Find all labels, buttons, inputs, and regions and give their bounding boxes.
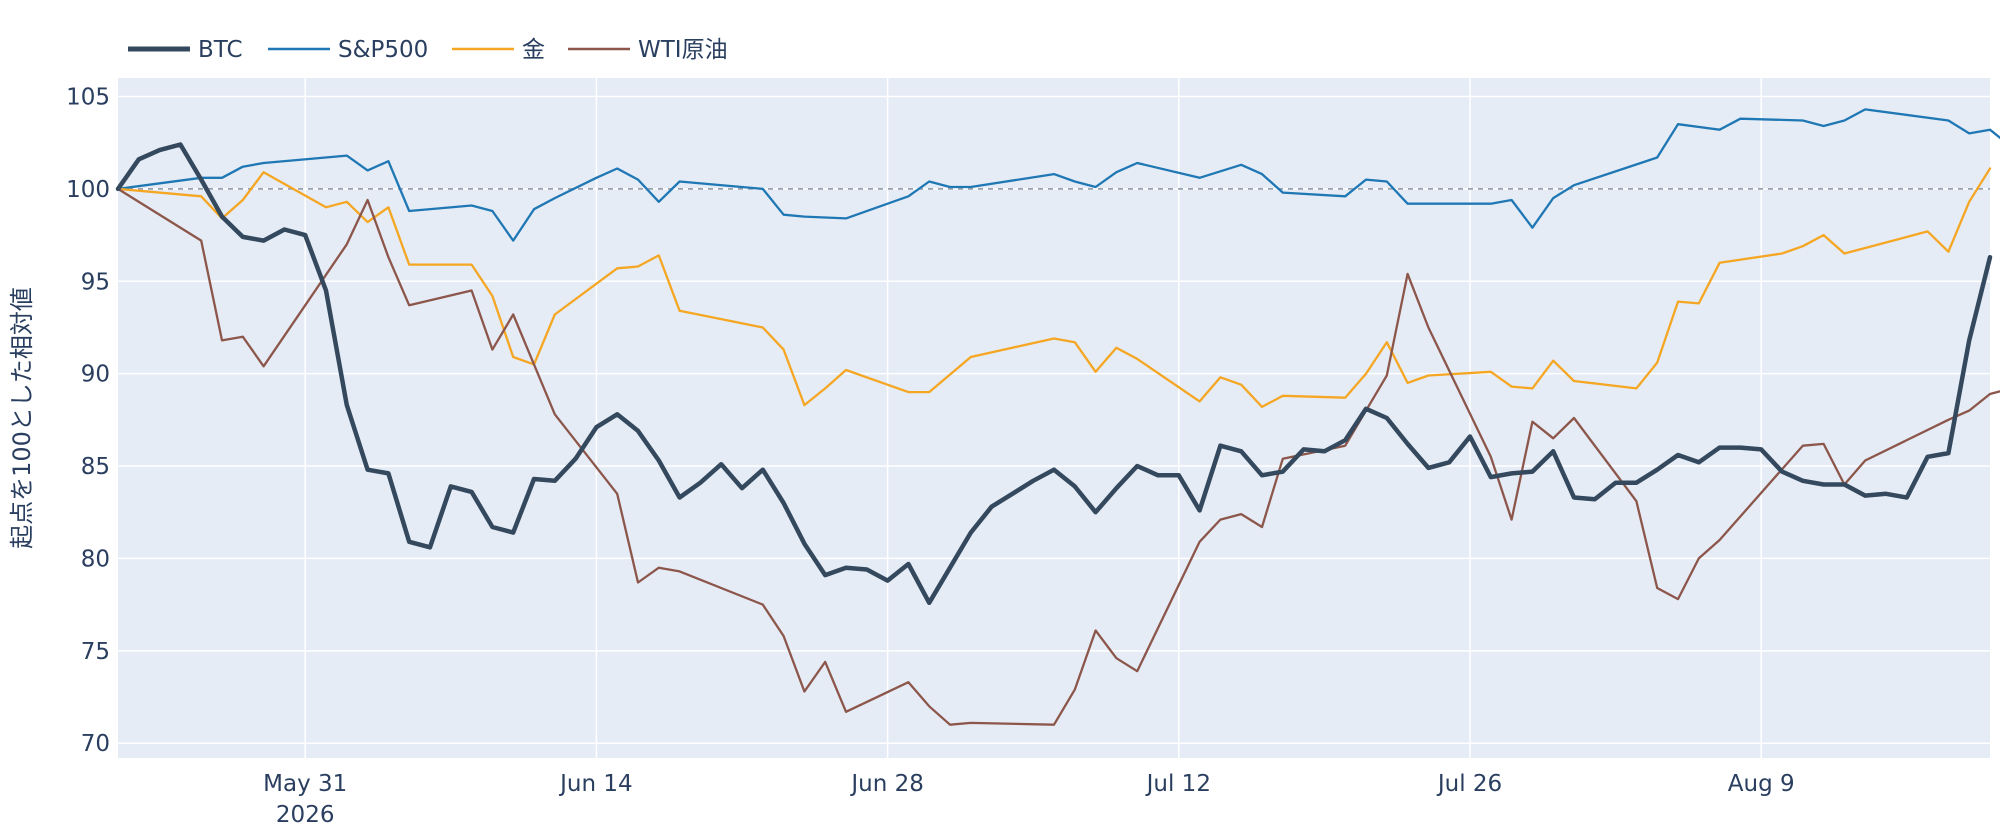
legend: BTC S&P500 金 WTI原油	[128, 37, 728, 63]
series-line-2	[116, 167, 1992, 409]
y-tick-label: 90	[81, 362, 110, 388]
y-tick-label: 80	[81, 546, 110, 572]
x-tick-label: Jul 26	[1436, 771, 1502, 797]
x-tick-label: May 31	[263, 771, 347, 797]
series-line-3	[116, 187, 2000, 726]
legend-label-2: 金	[522, 37, 545, 63]
grid	[118, 78, 1990, 758]
y-tick-label: 100	[66, 177, 110, 203]
y-tick-label: 85	[81, 454, 110, 480]
y-axis-title: 起点を100とした相対値	[8, 287, 36, 549]
y-tick-label: 95	[81, 269, 110, 295]
legend-label-0: BTC	[198, 37, 243, 63]
x-tick-label: Aug 9	[1728, 771, 1795, 797]
y-tick-label: 70	[81, 731, 110, 757]
x-tick-label: Jun 14	[558, 771, 633, 797]
y-tick-label: 105	[66, 84, 110, 110]
x-tick-label: Jun 28	[849, 771, 924, 797]
series-line-1	[116, 108, 2000, 242]
x-tick-label: Jul 12	[1145, 771, 1211, 797]
y-tick-label: 75	[81, 639, 110, 665]
series-line-0	[115, 142, 1993, 606]
legend-label-1: S&P500	[338, 37, 428, 63]
x-tick-year-label: 2026	[276, 802, 335, 828]
legend-label-3: WTI原油	[638, 37, 728, 63]
plot-area	[118, 78, 1990, 758]
